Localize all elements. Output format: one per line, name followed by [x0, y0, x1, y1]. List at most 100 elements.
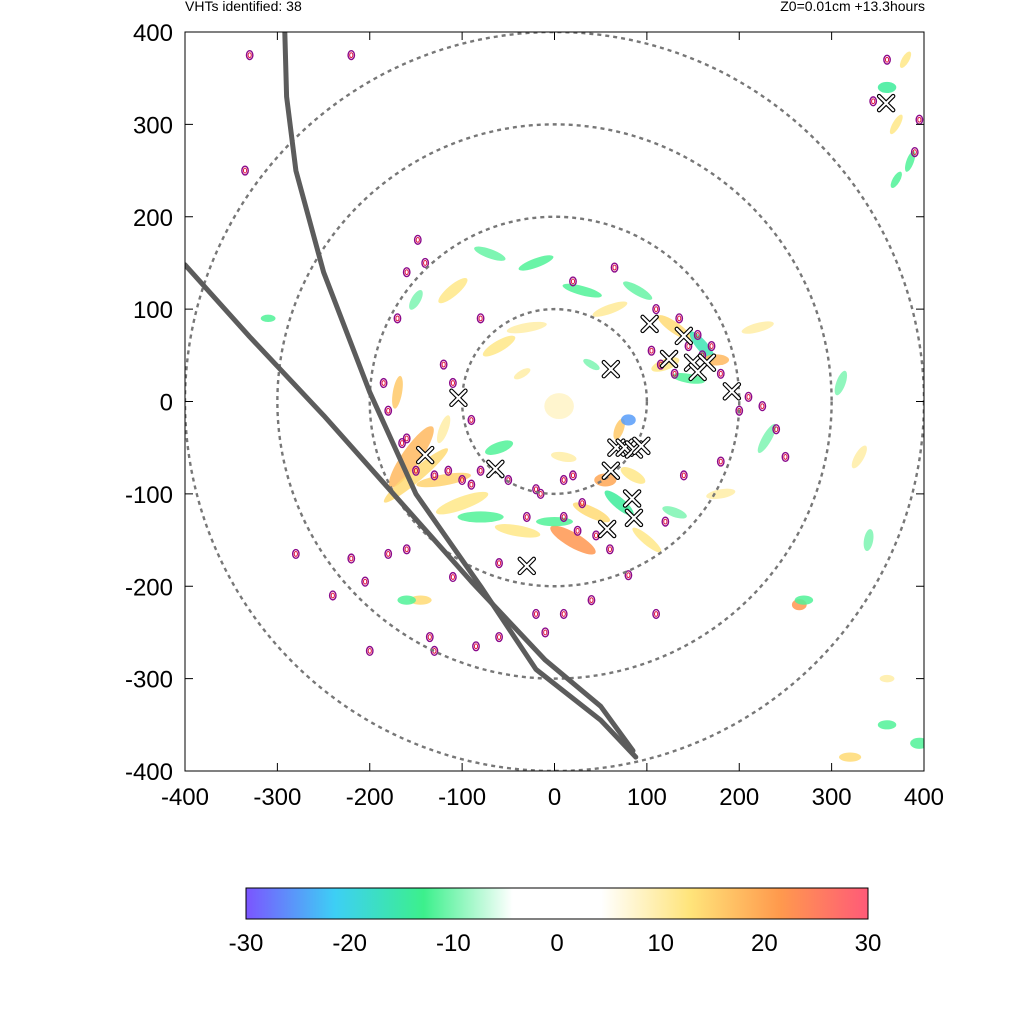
x-tick-label: -200 [346, 784, 394, 811]
contour-loop [495, 558, 503, 569]
contour-loop [379, 377, 388, 389]
contour-loop [425, 631, 434, 643]
y-tick-label: 0 [160, 390, 173, 417]
vht-marker [517, 556, 537, 576]
contour-loop [291, 548, 300, 560]
field-blob [494, 524, 541, 538]
field-blob [260, 314, 276, 323]
field-blob [474, 246, 506, 261]
contour-loop [444, 465, 453, 476]
field-blob [436, 415, 451, 444]
x-tick-label: -100 [438, 784, 486, 811]
vht-marker [597, 519, 617, 539]
vht-marker [601, 359, 621, 379]
contour-loop [652, 304, 661, 315]
x-tick-label: 200 [719, 784, 759, 811]
contour-loop [365, 645, 374, 657]
colorbar: -30 -20 -10 0 10 20 30 [229, 887, 882, 957]
vorticity-field [260, 51, 924, 762]
field-blob [632, 527, 662, 553]
field-blob [890, 171, 902, 189]
contour-loop [610, 262, 619, 273]
field-blob [392, 375, 403, 409]
contour-loop [241, 165, 249, 176]
contour-loop [402, 433, 411, 444]
field-blob [544, 393, 574, 420]
field-blob [438, 278, 468, 304]
field-blob [435, 491, 489, 515]
y-tick-label: 200 [133, 205, 173, 232]
field-blob [409, 595, 432, 605]
y-tick-label: -100 [125, 482, 173, 509]
field-blob [623, 281, 653, 300]
contour-loop [559, 511, 568, 523]
field-blob [863, 529, 874, 552]
range-ring [276, 123, 833, 680]
contour-loop [439, 359, 448, 370]
field-blob [620, 466, 646, 484]
field-blob [757, 423, 777, 454]
contour-loop [402, 267, 411, 278]
field-blob [457, 511, 504, 523]
field-blob [506, 321, 547, 334]
contour-loop [758, 401, 767, 412]
contour-loop [781, 451, 790, 463]
x-tick-label: 0 [548, 784, 561, 811]
vht-marker [640, 314, 659, 334]
contour-loop [661, 516, 670, 527]
field-blob [397, 595, 416, 605]
contour-loop [624, 570, 633, 581]
contour-loop [532, 608, 540, 620]
contour-loop [384, 548, 393, 560]
field-blob [662, 506, 687, 519]
vht-marker [683, 353, 703, 372]
contour-loop [652, 608, 661, 620]
vht-marker [876, 93, 896, 113]
field-blob [613, 418, 625, 440]
contour-loop [495, 631, 503, 643]
contour-loop [393, 313, 402, 324]
y-tick-label: 300 [133, 112, 173, 139]
contour-loop [467, 479, 476, 490]
field-blob [482, 335, 516, 357]
vht-marker [622, 489, 642, 508]
field-blob [879, 674, 895, 683]
field-blob [485, 440, 514, 455]
vht-marker [449, 388, 468, 408]
y-tick-label: 400 [133, 20, 173, 47]
contour-loop [716, 456, 725, 467]
contour-loop [559, 608, 568, 620]
vht-marker [624, 508, 644, 528]
contour-loop [412, 465, 420, 476]
colorbar-tick-label: 0 [550, 930, 563, 957]
axis-ticks: -400 -300 -200 -100 0 100 200 300 400 -400 -300 -20… [125, 20, 944, 811]
contour-loop [328, 590, 337, 601]
colorbar-tick-label: 30 [855, 930, 882, 957]
colorbar-tick-label: 20 [751, 930, 778, 957]
colorbar-gradient [245, 887, 869, 920]
colorbar-tick-label: 10 [647, 930, 674, 957]
contour-loop [522, 511, 531, 523]
contour-loop [578, 498, 587, 509]
field-blob [877, 720, 897, 730]
vorticity-contours [241, 49, 924, 657]
contour-loop [647, 345, 656, 356]
contour-loop [569, 276, 577, 287]
field-blob [550, 451, 577, 462]
storm-track [282, 32, 639, 760]
field-blob [851, 445, 867, 469]
contour-loop [347, 49, 356, 61]
x-tick-label: 100 [627, 784, 667, 811]
contour-loop [606, 544, 614, 555]
run-info-label: Z0=0.01cm +13.3hours [780, 0, 925, 14]
vht-marker [688, 362, 707, 382]
contour-loop [476, 465, 485, 476]
x-tick-label: 300 [812, 784, 852, 811]
contour-loop [458, 474, 467, 486]
vht-count-label: VHTs identified: 38 [185, 0, 302, 14]
field-blob [388, 426, 434, 488]
contour-loop [573, 525, 582, 536]
vht-marker [632, 436, 651, 456]
contour-loop [476, 313, 485, 324]
